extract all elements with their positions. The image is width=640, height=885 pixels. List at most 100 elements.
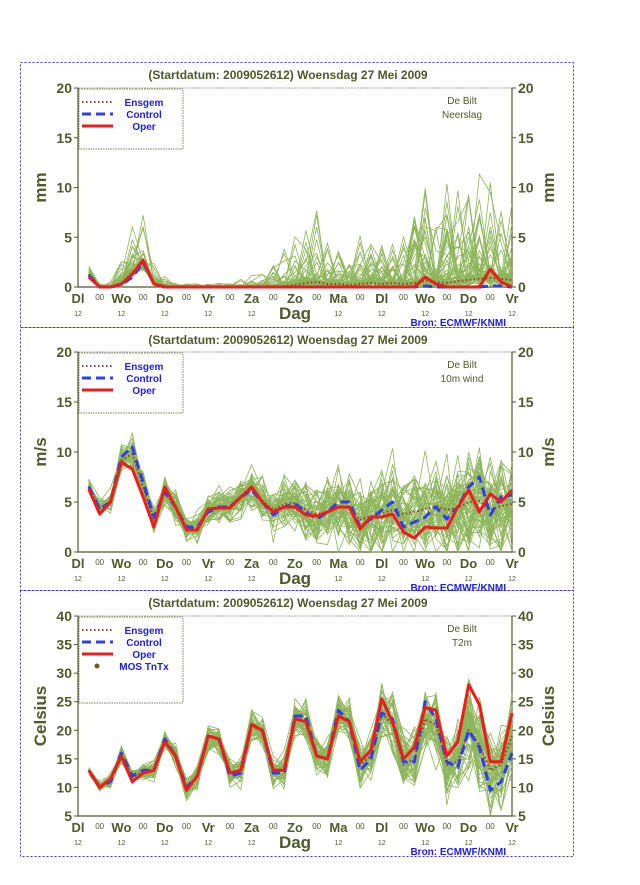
x-midnight-label: 00 <box>95 558 104 567</box>
x-hour-label: 12 <box>335 576 343 583</box>
y-tick-label-left: 15 <box>56 751 72 767</box>
panel-title: (Startdatum: 2009052612) Woensdag 27 Mei… <box>148 333 428 347</box>
x-day-label: Do <box>156 556 173 571</box>
x-midnight-label: 00 <box>139 293 148 302</box>
x-midnight-label: 00 <box>182 293 191 302</box>
y-tick-label-right: 5 <box>518 808 526 824</box>
y-tick-label-right: 20 <box>518 80 534 96</box>
x-day-label: Dl <box>72 291 85 306</box>
x-hour-label: 12 <box>378 576 386 583</box>
x-day-label: Ma <box>329 820 348 835</box>
legend-label-control: Control <box>126 110 162 121</box>
legend-label-oper: Oper <box>132 122 155 133</box>
x-day-label: Do <box>460 820 477 835</box>
y-tick-label-right: 15 <box>518 130 534 146</box>
ensemble-members <box>89 433 512 552</box>
x-hour-label: 12 <box>118 311 126 318</box>
x-midnight-label: 00 <box>269 558 278 567</box>
y-tick-label-left: 25 <box>56 694 72 710</box>
x-hour-label: 12 <box>378 311 386 318</box>
panel-t2m: (Startdatum: 2009052612) Woensdag 27 Mei… <box>21 591 574 859</box>
x-midnight-label: 00 <box>442 293 451 302</box>
panel-neerslag: (Startdatum: 2009052612) Woensdag 27 Mei… <box>21 63 574 330</box>
x-day-label: Vr <box>505 291 518 306</box>
x-midnight-label: 00 <box>486 822 495 831</box>
x-day-label: Wo <box>111 556 131 571</box>
x-midnight-label: 00 <box>312 558 321 567</box>
x-day-label: Dl <box>375 291 388 306</box>
legend-label-ensgem: Ensgem <box>125 362 164 373</box>
x-midnight-label: 00 <box>356 558 365 567</box>
x-hour-label: 12 <box>248 576 256 583</box>
variable-label: Neerslag <box>442 110 482 121</box>
y-tick-label-right: 5 <box>518 229 526 245</box>
panel-10m-wind: (Startdatum: 2009052612) Woensdag 27 Mei… <box>21 328 574 595</box>
x-midnight-label: 00 <box>269 293 278 302</box>
x-midnight-label: 00 <box>312 293 321 302</box>
x-midnight-label: 00 <box>442 558 451 567</box>
x-day-label: Vr <box>505 556 518 571</box>
x-midnight-label: 00 <box>442 822 451 831</box>
x-day-label: Dl <box>72 820 85 835</box>
y-tick-label-right: 15 <box>518 394 534 410</box>
y-axis-title-left: Celsius <box>31 686 50 746</box>
x-midnight-label: 00 <box>399 558 408 567</box>
x-midnight-label: 00 <box>225 558 234 567</box>
x-hour-label: 12 <box>508 840 516 847</box>
x-hour-label: 12 <box>204 311 212 318</box>
source-credit: Bron: ECMWF/KNMI <box>410 847 506 858</box>
x-midnight-label: 00 <box>225 293 234 302</box>
station-label: De Bilt <box>447 360 477 371</box>
legend-label-control: Control <box>126 638 162 649</box>
x-day-label: Wo <box>415 291 435 306</box>
legend-label-ensgem: Ensgem <box>125 626 164 637</box>
variable-label: 10m wind <box>441 374 484 385</box>
x-midnight-label: 00 <box>399 293 408 302</box>
y-tick-label-right: 10 <box>518 180 534 196</box>
x-hour-label: 12 <box>204 576 212 583</box>
x-hour-label: 12 <box>335 840 343 847</box>
x-day-label: Dl <box>375 820 388 835</box>
legend-label-ensgem: Ensgem <box>125 98 164 109</box>
variable-label: T2m <box>452 638 472 649</box>
x-midnight-label: 00 <box>399 822 408 831</box>
x-day-label: Vr <box>202 556 215 571</box>
x-day-label: Ma <box>329 291 348 306</box>
ensemble-member-line <box>89 692 512 801</box>
y-tick-label-right: 15 <box>518 751 534 767</box>
legend-label-mos: MOS TnTx <box>119 662 169 673</box>
x-hour-label: 12 <box>465 311 473 318</box>
y-tick-label-right: 5 <box>518 494 526 510</box>
x-hour-label: 12 <box>508 311 516 318</box>
legend-label-oper: Oper <box>132 386 155 397</box>
x-day-label: Wo <box>111 820 131 835</box>
x-day-label: Za <box>244 820 260 835</box>
y-tick-label-left: 10 <box>56 444 72 460</box>
x-day-label: Do <box>460 291 477 306</box>
x-midnight-label: 00 <box>182 822 191 831</box>
panel-title: (Startdatum: 2009052612) Woensdag 27 Mei… <box>148 68 428 82</box>
x-midnight-label: 00 <box>95 822 104 831</box>
x-axis-title: Dag <box>279 304 311 323</box>
y-tick-label-left: 20 <box>56 722 72 738</box>
panel-title: (Startdatum: 2009052612) Woensdag 27 Mei… <box>148 596 428 610</box>
x-day-label: Wo <box>111 291 131 306</box>
y-tick-label-left: 40 <box>56 608 72 624</box>
y-axis-title-right: m/s <box>539 437 558 466</box>
x-day-label: Vr <box>202 820 215 835</box>
x-day-label: Do <box>156 291 173 306</box>
x-midnight-label: 00 <box>95 293 104 302</box>
station-label: De Bilt <box>447 624 477 635</box>
y-tick-label-left: 35 <box>56 637 72 653</box>
y-axis-title-right: Celsius <box>539 686 558 746</box>
x-day-label: Wo <box>415 556 435 571</box>
x-day-label: Za <box>244 291 260 306</box>
legend-label-control: Control <box>126 374 162 385</box>
x-midnight-label: 00 <box>486 293 495 302</box>
x-hour-label: 12 <box>465 840 473 847</box>
x-hour-label: 12 <box>204 840 212 847</box>
y-tick-label-left: 15 <box>56 130 72 146</box>
